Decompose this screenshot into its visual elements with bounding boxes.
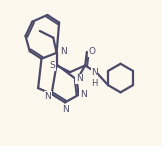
Text: H: H: [91, 79, 98, 88]
Text: N: N: [45, 92, 51, 101]
Text: O: O: [88, 47, 95, 57]
Text: S: S: [50, 61, 55, 70]
Text: N: N: [91, 68, 98, 78]
Text: N: N: [60, 47, 66, 57]
Text: N: N: [62, 105, 68, 114]
Text: N: N: [80, 90, 87, 99]
Text: N: N: [76, 74, 83, 83]
